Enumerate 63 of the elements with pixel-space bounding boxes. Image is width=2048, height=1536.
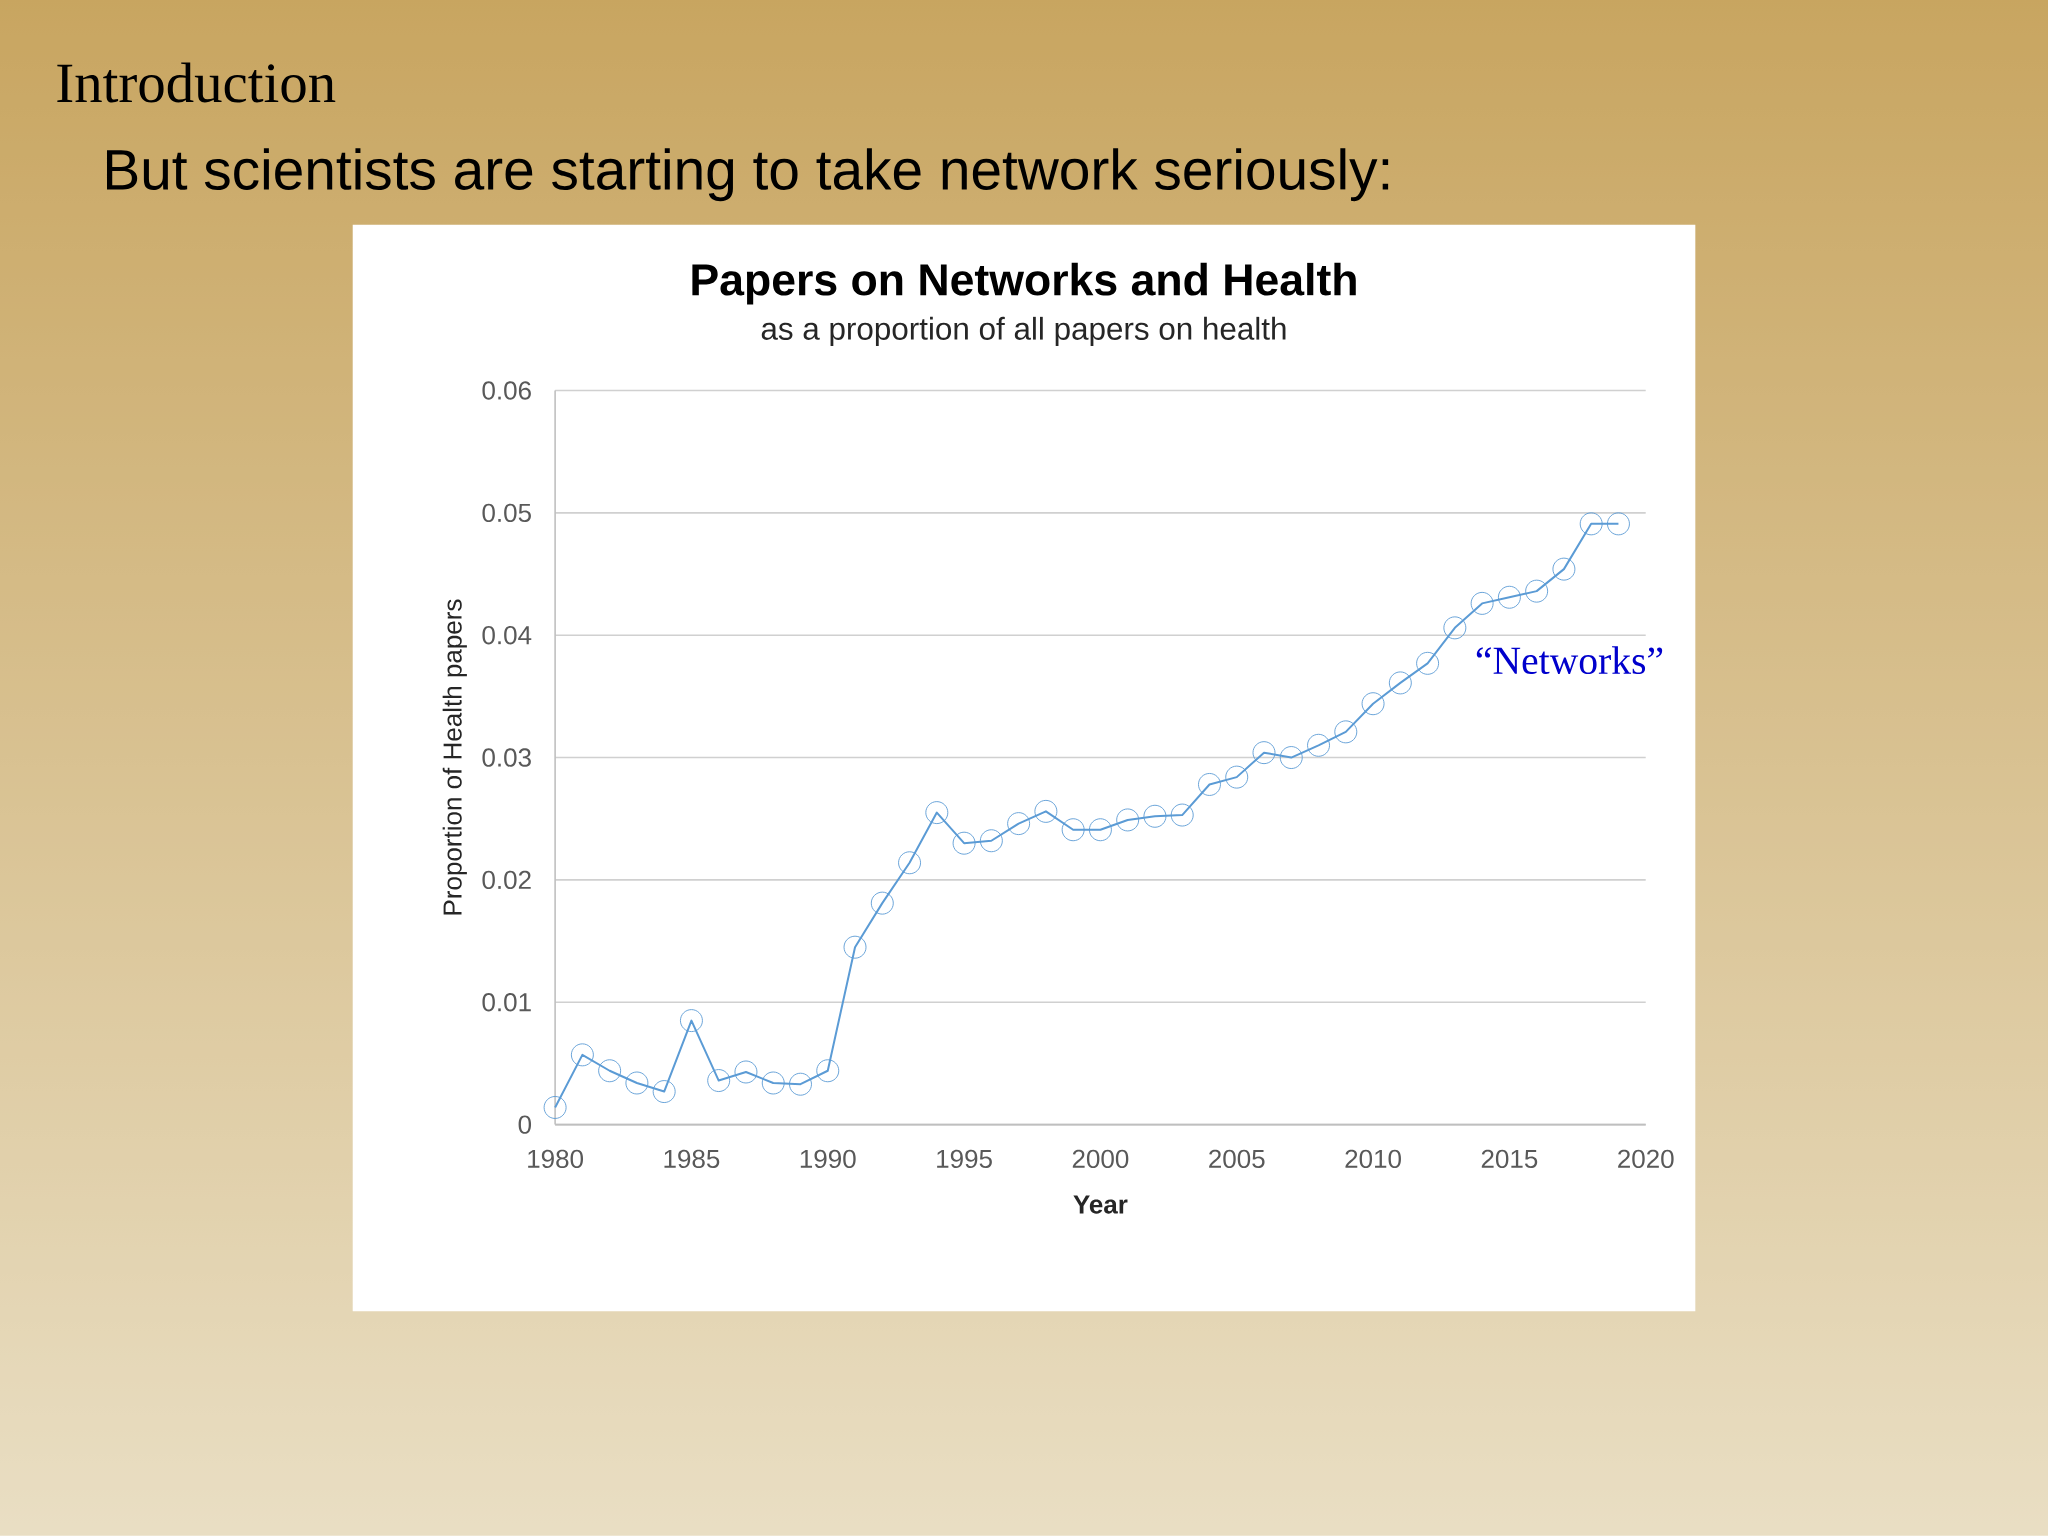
x-tick-label: 1980	[528, 1149, 584, 1169]
text: But scientists are starting to take network seriously:	[106, 148, 1389, 202]
x-tick-label: 2015	[1481, 1149, 1538, 1169]
point	[1198, 773, 1221, 796]
point	[1607, 512, 1630, 536]
point	[1088, 818, 1112, 842]
point	[1525, 579, 1549, 603]
x-axis-title: Year	[1073, 1195, 1128, 1214]
y-tick-label: 0.05	[482, 503, 531, 523]
legend-label: “Networks”	[1476, 646, 1663, 675]
point	[1307, 733, 1330, 757]
x-tick-label: 1995	[937, 1149, 992, 1169]
point	[1034, 799, 1058, 823]
point	[925, 801, 949, 825]
point	[843, 935, 867, 959]
y-tick-label: 0.04	[482, 625, 532, 645]
point	[898, 851, 922, 875]
point	[625, 1071, 649, 1095]
y-tick-label: 0.06	[482, 381, 531, 400]
y-tick-label: 0.03	[482, 748, 531, 767]
y-tick-label: 0.02	[482, 870, 531, 890]
point	[1361, 692, 1385, 716]
x-tick-label: 1985	[664, 1149, 720, 1169]
point	[1225, 765, 1249, 789]
point	[789, 1072, 812, 1096]
chart-subtitle: as a proportion of all papers on health	[761, 316, 1286, 347]
point	[1497, 585, 1521, 609]
point	[543, 1096, 567, 1119]
point	[1061, 818, 1085, 842]
y-tick-label: 0.01	[482, 993, 531, 1012]
point	[679, 1009, 703, 1033]
point	[598, 1059, 622, 1083]
point	[816, 1059, 840, 1083]
point	[1579, 512, 1603, 536]
text: Introduction	[57, 62, 336, 103]
chart-title: Papers on Networks and Health	[692, 262, 1356, 305]
point	[1388, 671, 1412, 695]
point	[1170, 803, 1194, 827]
point	[734, 1060, 758, 1084]
point	[707, 1069, 731, 1092]
point	[870, 891, 894, 915]
x-tick-label: 2010	[1345, 1149, 1401, 1169]
x-tick-label: 2005	[1209, 1149, 1265, 1169]
point	[761, 1071, 785, 1095]
point	[1252, 741, 1276, 765]
point	[1279, 746, 1303, 769]
x-tick-label: 2000	[1072, 1149, 1129, 1169]
point	[1143, 804, 1167, 828]
point	[570, 1043, 594, 1067]
x-tick-label: 1990	[800, 1149, 856, 1169]
y-axis-title: Proportion of Health papers	[442, 599, 467, 915]
point	[1334, 720, 1358, 744]
point	[1552, 557, 1576, 581]
y-tick-label: 0	[518, 1115, 532, 1134]
point	[952, 831, 976, 855]
point	[1007, 812, 1031, 836]
point	[1116, 808, 1140, 832]
point	[1416, 651, 1440, 675]
x-tick-label: 2020	[1618, 1149, 1674, 1169]
point	[652, 1080, 676, 1104]
point	[1470, 591, 1494, 615]
point	[1443, 616, 1467, 640]
point	[979, 829, 1003, 853]
